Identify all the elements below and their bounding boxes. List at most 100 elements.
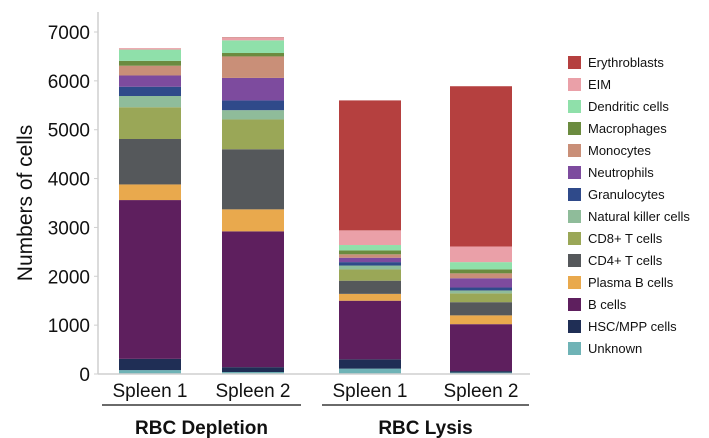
bars-layer — [119, 37, 512, 374]
bar-segment — [450, 262, 512, 269]
bar-segment — [339, 254, 401, 257]
bar-segment — [119, 139, 181, 184]
legend-label: Monocytes — [588, 143, 651, 158]
group-label: RBC Lysis — [378, 418, 472, 438]
bar-segment — [339, 301, 401, 360]
bar-segment — [222, 37, 284, 38]
bar-segment — [339, 258, 401, 262]
legend-swatch — [568, 100, 581, 113]
legend-swatch — [568, 210, 581, 223]
bar-segment — [222, 367, 284, 372]
x-tick-label: Spleen 1 — [332, 381, 407, 402]
x-axis-ticks: Spleen 1 Spleen 2 Spleen 1 Spleen 2 — [112, 381, 518, 402]
bar-segment — [222, 100, 284, 110]
bar-segment — [222, 119, 284, 149]
bar-segment — [450, 293, 512, 302]
legend-swatch — [568, 276, 581, 289]
bar-segment — [119, 184, 181, 200]
bar-segment — [119, 66, 181, 76]
bar-segment — [339, 269, 401, 280]
legend-swatch — [568, 232, 581, 245]
bar-segment — [222, 56, 284, 77]
bar-segment — [222, 53, 284, 56]
legend-label: Neutrophils — [588, 165, 654, 180]
legend-swatch — [568, 254, 581, 267]
bar-segment — [119, 87, 181, 96]
bar-segment — [339, 245, 401, 250]
bar-segment — [339, 369, 401, 374]
bar-segment — [450, 290, 512, 293]
bar-segment — [450, 371, 512, 372]
bar-segment — [119, 61, 181, 66]
group-labels: RBC Depletion RBC Lysis — [102, 405, 529, 438]
legend-swatch — [568, 78, 581, 91]
legend-label: B cells — [588, 297, 627, 312]
bar-segment — [450, 246, 512, 262]
x-tick-label: Spleen 1 — [112, 381, 187, 402]
legend-label: Dendritic cells — [588, 99, 669, 114]
legend-swatch — [568, 166, 581, 179]
bar-segment — [119, 50, 181, 61]
bar-segment — [450, 302, 512, 315]
legend-swatch — [568, 342, 581, 355]
y-tick-label: 1000 — [48, 316, 90, 337]
bar-segment — [119, 75, 181, 86]
legend: Erythroblasts EIM Dendritic cells Macrophag… — [568, 55, 690, 356]
bar-segment — [450, 315, 512, 324]
legend-label: Erythroblasts — [588, 55, 664, 70]
bar-segment — [119, 107, 181, 139]
y-tick-label: 6000 — [48, 72, 90, 93]
y-axis-ticks: 0 1000 2000 3000 4000 5000 6000 7000 — [48, 23, 98, 386]
legend-swatch — [568, 320, 581, 333]
y-tick-label: 5000 — [48, 121, 90, 142]
legend-label: Macrophages — [588, 121, 667, 136]
bar-segment — [339, 230, 401, 245]
bar-segment — [339, 250, 401, 254]
legend-label: EIM — [588, 77, 611, 92]
y-tick-label: 0 — [79, 365, 90, 386]
legend-label: HSC/MPP cells — [588, 319, 677, 334]
bar-segment — [339, 294, 401, 301]
x-tick-label: Spleen 2 — [215, 381, 290, 402]
bar-segment — [339, 281, 401, 294]
y-tick-label: 3000 — [48, 218, 90, 239]
bar-segment — [450, 86, 512, 246]
bar-segment — [450, 273, 512, 278]
y-axis-label: Numbers of cells — [14, 125, 37, 281]
legend-swatch — [568, 144, 581, 157]
bar-segment — [450, 269, 512, 273]
bar-segment — [222, 40, 284, 53]
bar-segment — [222, 78, 284, 100]
legend-swatch — [568, 56, 581, 69]
bar-segment — [222, 149, 284, 209]
bar-segment — [339, 100, 401, 230]
bar-segment — [450, 288, 512, 291]
legend-label: Granulocytes — [588, 187, 665, 202]
bar-segment — [450, 278, 512, 287]
legend-swatch — [568, 188, 581, 201]
group-label: RBC Depletion — [135, 418, 268, 438]
legend-swatch — [568, 298, 581, 311]
bar-segment — [339, 262, 401, 265]
legend-label: CD4+ T cells — [588, 253, 663, 268]
bar-segment — [339, 359, 401, 368]
legend-swatch — [568, 122, 581, 135]
legend-label: Natural killer cells — [588, 209, 690, 224]
bar-segment — [339, 266, 401, 270]
legend-label: Plasma B cells — [588, 275, 674, 290]
bar-segment — [222, 38, 284, 40]
bar-segment — [222, 110, 284, 119]
bar-segment — [119, 48, 181, 49]
bar-segment — [119, 200, 181, 359]
bar-segment — [450, 324, 512, 371]
y-tick-label: 2000 — [48, 267, 90, 288]
bar-segment — [222, 209, 284, 231]
bar-segment — [119, 359, 181, 370]
y-tick-label: 7000 — [48, 23, 90, 44]
legend-label: CD8+ T cells — [588, 231, 663, 246]
bar-segment — [222, 231, 284, 367]
x-tick-label: Spleen 2 — [443, 381, 518, 402]
legend-label: Unknown — [588, 341, 642, 356]
bar-segment — [119, 96, 181, 107]
